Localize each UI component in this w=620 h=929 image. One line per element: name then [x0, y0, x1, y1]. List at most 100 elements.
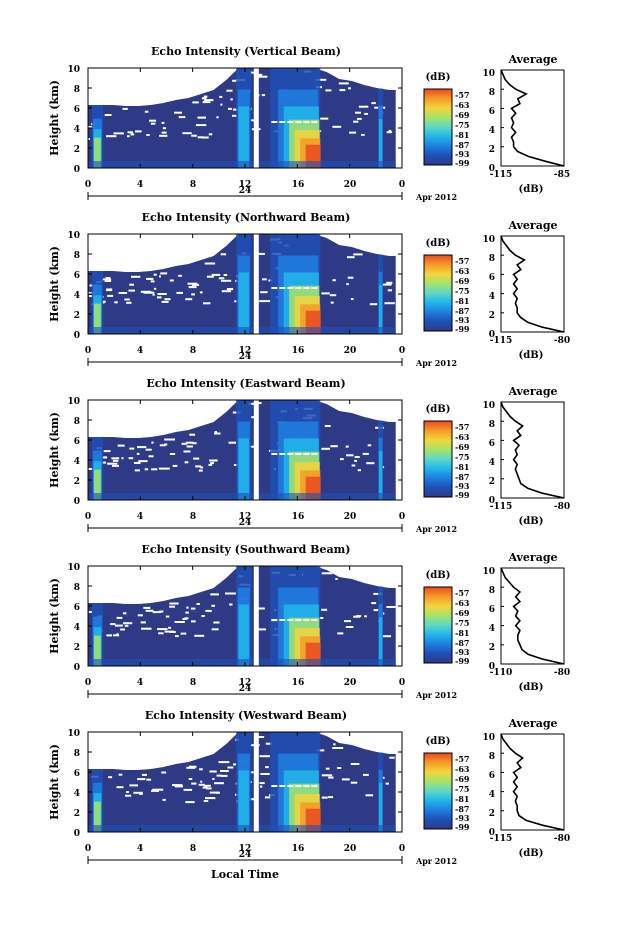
echo-gap [110, 623, 116, 626]
colorbar-tick: -75 [455, 618, 469, 628]
average-title: Average [507, 717, 557, 730]
echo-gap [113, 132, 124, 135]
echo-gap [160, 272, 168, 275]
avg-y-tick: 4 [489, 126, 495, 136]
y-tick-label: 0 [74, 829, 80, 839]
echo-gap [228, 107, 232, 110]
echo-gap [165, 615, 170, 618]
echo-gap [106, 288, 113, 291]
echo-gap [185, 298, 193, 301]
echo-gap [164, 443, 168, 446]
avg-y-tick: 0 [489, 662, 495, 672]
colorbar-tick: -75 [455, 120, 469, 130]
echo-gap [175, 635, 179, 638]
x-tick-label: 8 [190, 346, 196, 356]
echo-gap [201, 136, 209, 139]
colorbar-tick: -93 [455, 149, 470, 159]
avg-y-tick: 2 [489, 809, 495, 819]
y-tick-label: 10 [67, 231, 80, 241]
average-plot [500, 733, 565, 831]
avg-y-tick: 8 [489, 254, 495, 264]
echo-gap [127, 131, 133, 134]
echo-gap [129, 283, 134, 286]
colorbar-unit: (dB) [426, 238, 451, 249]
echo-gap [357, 117, 362, 120]
echo-gap [189, 433, 196, 436]
x-tick-labels: 0 4 8 12 16 20 0 [85, 678, 405, 688]
colorbar-gradient [423, 254, 453, 332]
echo-gap [330, 445, 338, 448]
echo-gap [181, 442, 188, 445]
enhanced-echo-cell [378, 285, 383, 334]
echo-gap [380, 283, 392, 286]
y-axis-label: Height (km) [48, 744, 61, 820]
panel-title: Echo Intensity (Westward Beam) [145, 709, 347, 722]
avg-y-tick: 10 [482, 733, 495, 743]
y-tick-label: 8 [74, 85, 80, 95]
echo-gap [198, 469, 203, 472]
echo-gap [203, 800, 209, 802]
echo-gap [387, 289, 392, 292]
y-tick-label: 2 [74, 477, 80, 487]
echo-gap [348, 87, 351, 90]
heatmap [87, 233, 403, 335]
echo-gap [223, 274, 228, 276]
surface-echo-band [88, 493, 396, 500]
echo-gap [209, 770, 217, 773]
echo-gap [219, 95, 223, 98]
echo-gap [183, 788, 193, 791]
y-tick-labels: 0 2 4 6 8 10 [67, 231, 80, 341]
y-tick-label: 4 [74, 125, 80, 135]
echo-gap [161, 771, 167, 774]
echo-gap [349, 131, 357, 134]
echo-gap [140, 621, 146, 624]
colorbar-tick: -69 [455, 442, 470, 452]
echo-gap [321, 447, 330, 450]
echo-gap [202, 786, 208, 789]
average-frame [500, 567, 565, 665]
heatmap [87, 67, 403, 169]
enhanced-echo-cell [378, 617, 383, 666]
echo-gap [133, 791, 143, 794]
y-tick-label: 8 [74, 251, 80, 261]
avg-y-tick: 6 [489, 107, 495, 117]
x-tick-label: 4 [137, 512, 143, 522]
y-axis-label: Height (km) [48, 578, 61, 654]
echo-gap [260, 785, 263, 788]
echo-gap [337, 632, 344, 635]
echo-gap [353, 120, 359, 123]
avg-y-tick: 8 [489, 420, 495, 430]
colorbar-tick: -87 [455, 472, 469, 482]
echo-gap [104, 456, 108, 459]
data-gap [253, 566, 259, 666]
echo-gap [226, 89, 233, 92]
y-tick-label: 6 [74, 437, 80, 447]
y-tick-label: 8 [74, 417, 80, 427]
echo-gap [200, 466, 204, 469]
avg-x-tick: -80 [554, 834, 570, 844]
echo-gap [255, 628, 266, 631]
echo-gap [213, 621, 220, 624]
colorbar: (dB) -57 -63 -69 -75 -81 -87 -93 -99 [423, 404, 470, 500]
echo-gap [211, 273, 221, 276]
echo-gap [259, 755, 270, 758]
y-tick-label: 8 [74, 749, 80, 759]
echo-gap [220, 770, 229, 772]
echo-gap [220, 774, 228, 777]
echo-gap [214, 431, 217, 433]
echo-gap [321, 572, 333, 575]
echo-gap [210, 593, 219, 596]
echo-gap [144, 110, 149, 113]
average-plot [500, 567, 565, 665]
echo-gap [338, 82, 349, 85]
colorbar-unit: (dB) [426, 72, 451, 83]
echo-gap [325, 89, 332, 92]
x-tick-label: 8 [190, 180, 196, 190]
echo-gap [191, 782, 197, 785]
colorbar-tick: -57 [455, 754, 469, 764]
echo-gap [164, 298, 171, 301]
echo-gap [200, 780, 203, 783]
x-tick-label: 12 [239, 346, 252, 356]
avg-y-tick: 4 [489, 292, 495, 302]
echo-gap [185, 801, 195, 804]
